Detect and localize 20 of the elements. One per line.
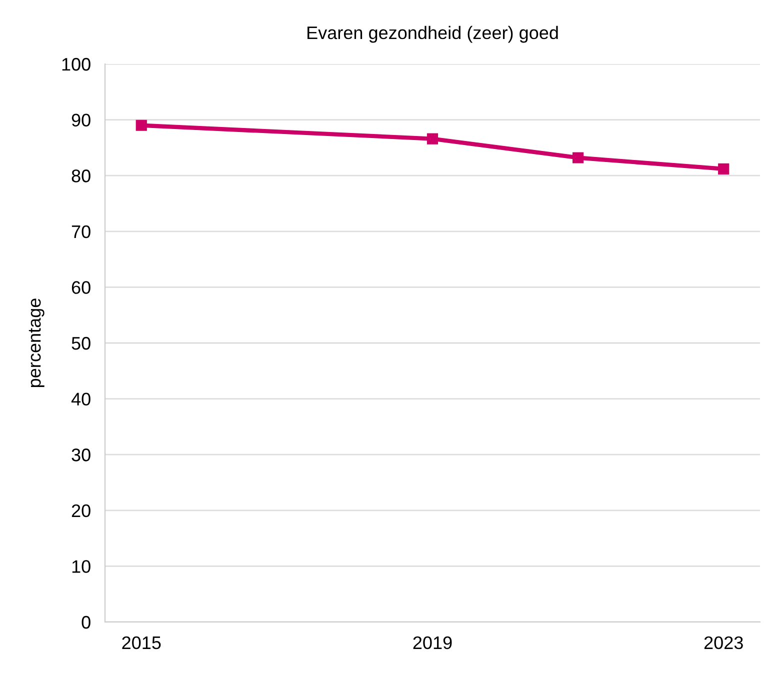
chart-title: Evaren gezondheid (zeer) goed <box>308 26 558 43</box>
y-tick-label: 70 <box>72 225 90 238</box>
y-tick-label: 0 <box>82 616 90 629</box>
point <box>572 152 584 164</box>
y-tick-label: 20 <box>72 504 90 518</box>
y-tick-label: 30 <box>72 448 90 462</box>
y-tick-label: 90 <box>72 114 90 127</box>
point <box>136 120 147 131</box>
y-axis-title: percentage <box>28 298 44 388</box>
point <box>718 163 730 174</box>
y-tick-label: 80 <box>72 170 90 182</box>
y-tick-label: 40 <box>71 392 90 406</box>
x-tick-label: 2023 <box>704 636 743 650</box>
y-tick-label: 50 <box>72 336 90 350</box>
point <box>426 133 438 144</box>
x-tick-label: 2019 <box>413 636 452 650</box>
y-tick-label: 10 <box>72 560 90 573</box>
x-tick-label: 2015 <box>122 636 161 650</box>
y-tick-label: 100 <box>62 58 90 71</box>
y-tick-label: 60 <box>72 281 90 294</box>
